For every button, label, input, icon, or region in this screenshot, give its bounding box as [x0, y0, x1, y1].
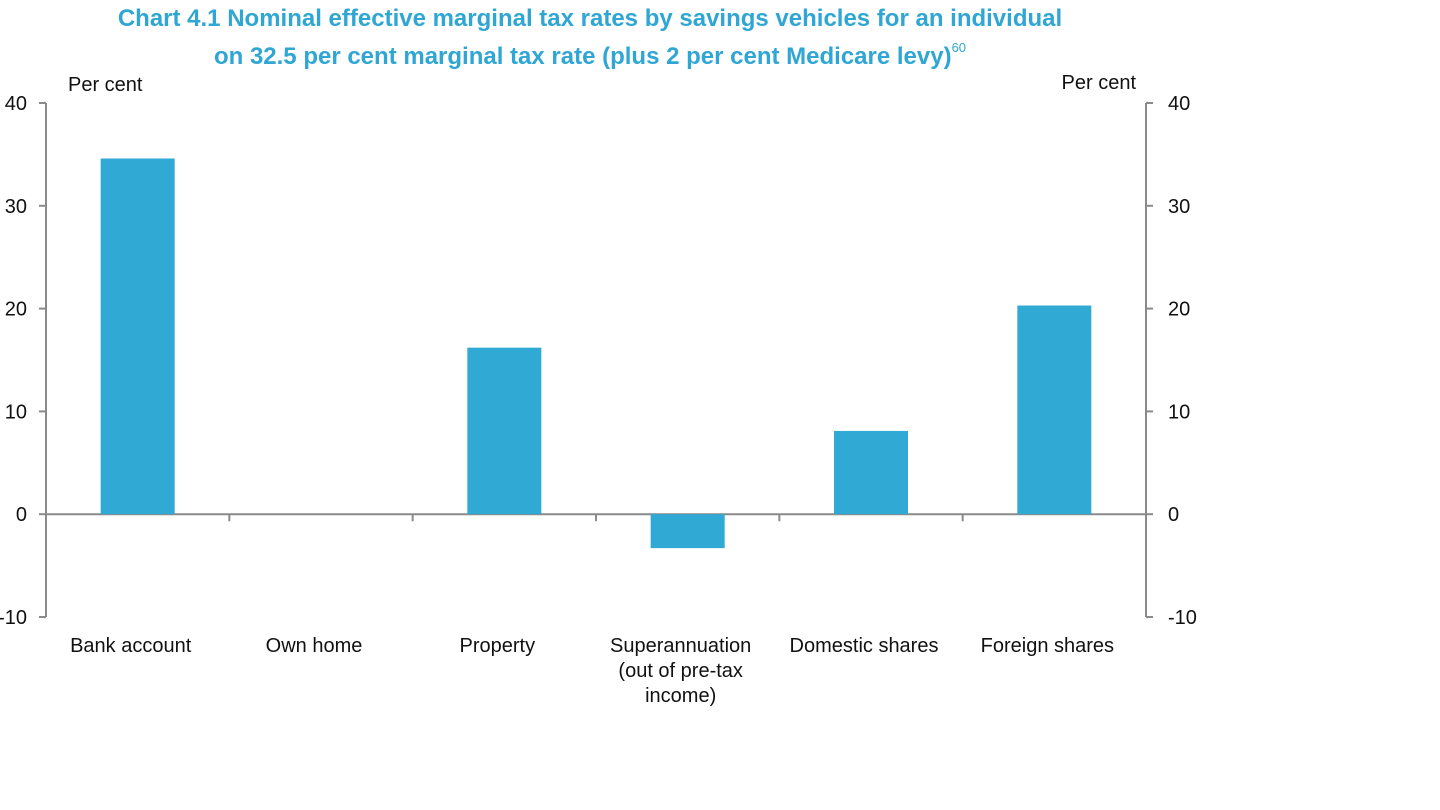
y-tick-label-right: 20 [1168, 299, 1190, 321]
category-label: income) [645, 685, 716, 707]
title-footnote-marker: 60 [951, 40, 967, 55]
category-label: Property [460, 635, 536, 657]
bar [650, 514, 725, 549]
bars [100, 158, 1092, 549]
chart-title: Chart 4.1 Nominal effective marginal tax… [0, 4, 1180, 71]
category-label: Foreign shares [981, 635, 1114, 657]
bar [100, 158, 175, 515]
y-tick-label-right: -10 [1168, 607, 1197, 629]
y-tick-label-right: 40 [1168, 93, 1190, 115]
y-tick-label-left: 40 [5, 93, 27, 115]
y-tick-label-left: -10 [0, 607, 27, 629]
category-label: Superannuation [610, 635, 751, 657]
category-labels: Bank account Own home Property Superannuati… [70, 635, 1114, 707]
y-tick-label-left: 0 [16, 504, 27, 526]
y-tick-label-right: 10 [1168, 401, 1190, 423]
bar [467, 347, 542, 515]
y-tick-label-right: 0 [1168, 504, 1179, 526]
chart-title-line-2-text: on 32.5 per cent marginal tax rate (plus… [213, 43, 952, 70]
y-tick-label-left: 30 [5, 196, 27, 218]
tick-labels: 40 40 30 30 20 20 10 10 0 0 -10 -10 [0, 93, 1197, 629]
y-tick-label-left: 10 [5, 401, 27, 423]
y-axis-left-label: Per cent [68, 74, 143, 96]
bar [834, 430, 908, 515]
y-tick-label-right: 30 [1168, 196, 1190, 218]
category-label: Domestic shares [790, 635, 939, 657]
category-label: (out of pre-tax [618, 660, 743, 682]
category-label: Own home [266, 635, 363, 657]
bar [1017, 305, 1092, 515]
y-axis-right-label: Per cent [1062, 72, 1137, 94]
chart-title-line-2: on 32.5 per cent marginal tax rate (plus… [0, 33, 1180, 71]
category-label: Bank account [70, 635, 192, 657]
axes [39, 102, 1153, 618]
chart-title-line-1: Chart 4.1 Nominal effective marginal tax… [117, 5, 1063, 32]
y-tick-label-left: 20 [5, 299, 27, 321]
